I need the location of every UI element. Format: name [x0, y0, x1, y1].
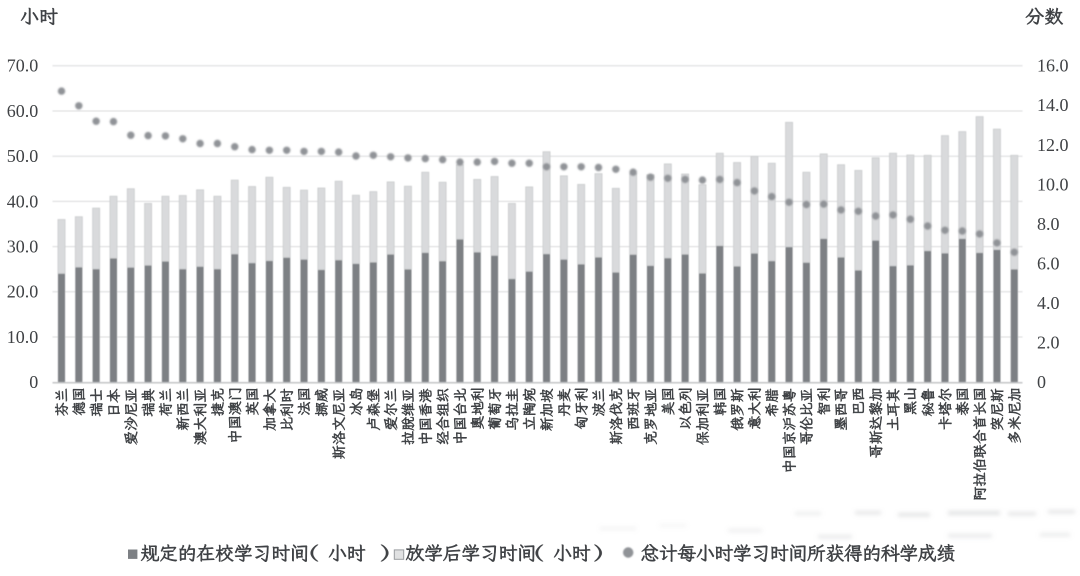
svg-text:8.0: 8.0	[1037, 214, 1060, 234]
svg-text:20.0: 20.0	[7, 282, 39, 302]
svg-text:70.0: 70.0	[7, 56, 39, 76]
svg-text:0: 0	[1037, 372, 1046, 392]
svg-text:10.0: 10.0	[7, 327, 39, 347]
svg-text:50.0: 50.0	[7, 146, 39, 166]
svg-text:10.0: 10.0	[1037, 174, 1069, 194]
svg-text:2.0: 2.0	[1037, 333, 1060, 353]
svg-text:30.0: 30.0	[7, 237, 39, 257]
svg-text:4.0: 4.0	[1037, 293, 1060, 313]
svg-text:60.0: 60.0	[7, 101, 39, 121]
svg-text:12.0: 12.0	[1037, 135, 1069, 155]
svg-text:14.0: 14.0	[1037, 95, 1069, 115]
svg-text:0: 0	[29, 372, 38, 392]
svg-text:16.0: 16.0	[1037, 56, 1069, 76]
svg-text:6.0: 6.0	[1037, 253, 1060, 273]
svg-text:40.0: 40.0	[7, 191, 39, 211]
